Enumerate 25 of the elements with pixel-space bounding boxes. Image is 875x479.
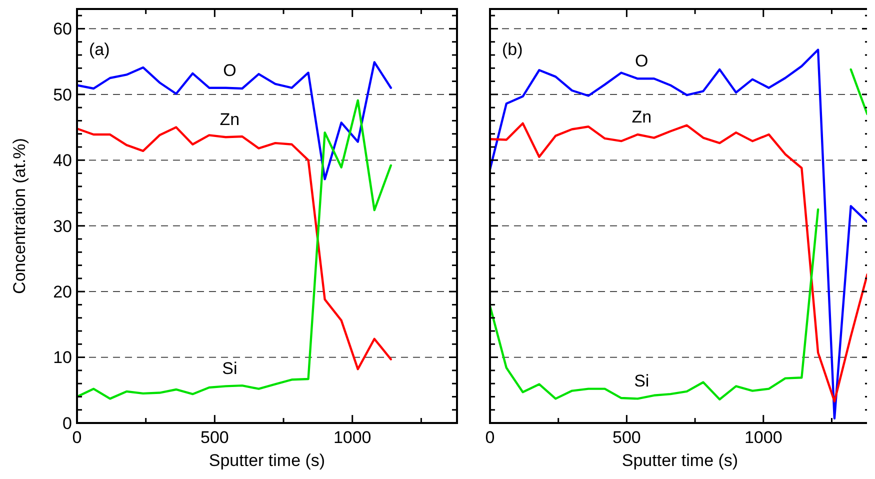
x-axis-title: Sputter time (s) <box>208 451 326 470</box>
annotation: (a) <box>89 40 110 59</box>
series-label: O <box>223 60 236 80</box>
x-tick-label: 0 <box>485 428 495 447</box>
y-axis-title: Concentration (at.%) <box>10 138 29 294</box>
annotation: (b) <box>502 40 523 59</box>
x-tick-label: 500 <box>612 428 641 447</box>
series-label: Si <box>222 359 238 378</box>
x-tick-label: 500 <box>200 428 229 447</box>
y-tick-label: 30 <box>53 216 72 236</box>
y-tick-label: 60 <box>53 20 72 39</box>
series-label: Si <box>634 372 650 391</box>
line-series <box>77 61 392 180</box>
series-label: O <box>635 52 648 71</box>
series-label: Zn <box>220 110 240 130</box>
y-tick-label: 20 <box>53 282 72 302</box>
line-series <box>77 99 392 400</box>
x-tick-label: 1000 <box>744 428 782 447</box>
x-axis-title: Sputter time (s) <box>622 451 738 470</box>
y-tick-label: 10 <box>53 348 72 368</box>
y-tick-label: 50 <box>53 85 72 104</box>
series-label: Zn <box>632 108 652 127</box>
x-tick-label: 1000 <box>333 428 372 447</box>
y-tick-label: 40 <box>53 151 72 170</box>
y-tick-label: 0 <box>62 414 72 433</box>
